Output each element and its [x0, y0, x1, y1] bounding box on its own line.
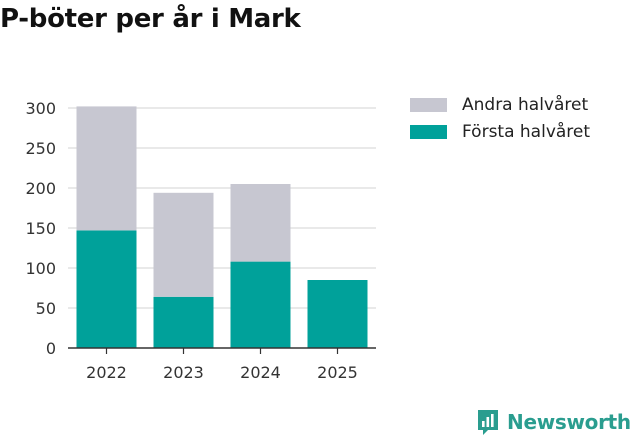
y-tick-label-50: 50	[36, 299, 56, 318]
bar-2024-andra	[230, 184, 291, 262]
bars	[76, 106, 368, 348]
legend: Andra halvåret Första halvåret	[410, 91, 590, 145]
x-tick-label-2022: 2022	[86, 363, 127, 382]
x-tick-label-2023: 2023	[163, 363, 204, 382]
legend-label-forsta: Första halvåret	[462, 121, 591, 142]
y-tick-label-200: 200	[25, 179, 56, 198]
bar-2022-forsta	[76, 230, 137, 348]
bar-2025-forsta	[307, 280, 368, 348]
y-tick-label-250: 250	[25, 139, 56, 158]
bar-2024-forsta	[230, 261, 291, 348]
legend-item-forsta: Första halvåret	[410, 118, 590, 145]
x-tick-label-2025: 2025	[317, 363, 358, 382]
chart-title: P-böter per år i Mark	[0, 4, 301, 34]
y-axis: 0 50 100 150 200 250 300	[25, 99, 56, 358]
brand-logo: Newsworthy	[476, 408, 631, 436]
y-tick-label-300: 300	[25, 99, 56, 118]
bar-2023-andra	[153, 192, 214, 297]
y-tick-label-100: 100	[25, 259, 56, 278]
x-axis: 2022 2023 2024 2025	[68, 347, 376, 382]
bar-2023-forsta	[153, 296, 214, 348]
bar-2022-andra	[76, 106, 137, 231]
y-tick-label-150: 150	[25, 219, 56, 238]
legend-swatch-forsta	[410, 124, 447, 139]
newsworthy-logo-icon	[478, 410, 498, 435]
legend-item-andra: Andra halvåret	[410, 91, 590, 118]
legend-label-andra: Andra halvåret	[462, 94, 589, 115]
y-tick-label-0: 0	[46, 339, 56, 358]
x-tick-label-2024: 2024	[240, 363, 281, 382]
legend-swatch-andra	[410, 97, 447, 112]
brand-name: Newsworthy	[507, 410, 631, 434]
